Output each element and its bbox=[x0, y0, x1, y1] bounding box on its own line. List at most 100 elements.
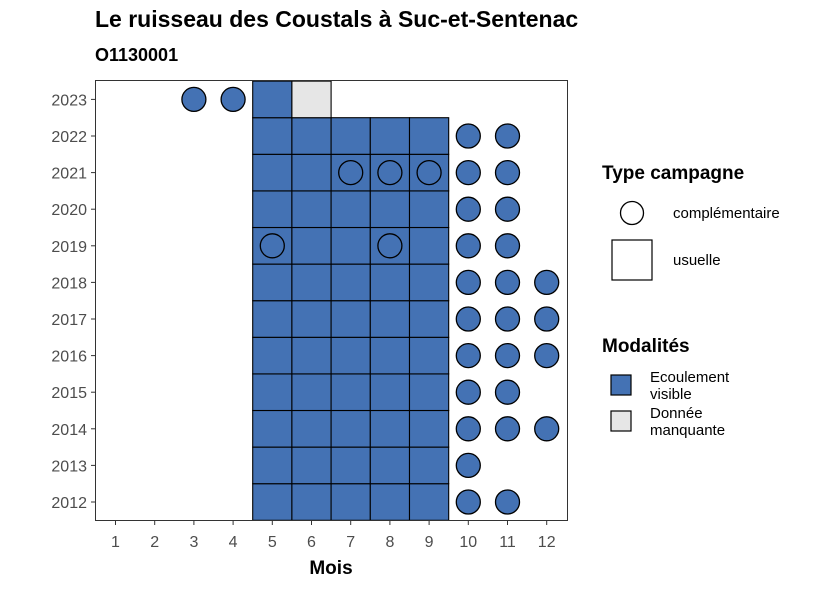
y-tick-label-2016: 2016 bbox=[51, 349, 87, 366]
y-tick-label-2018: 2018 bbox=[51, 275, 87, 292]
tile-2016-8 bbox=[369, 336, 411, 375]
legend-label-line: Donnée bbox=[650, 405, 703, 422]
tile-2013-9 bbox=[408, 446, 450, 485]
tile-2017-8 bbox=[369, 300, 411, 338]
tile-2016-5 bbox=[252, 336, 293, 375]
point-2014-12 bbox=[534, 416, 560, 442]
x-tick-label-4: 4 bbox=[229, 534, 238, 551]
tile-2017-9 bbox=[408, 300, 450, 338]
point-2012-10 bbox=[455, 489, 481, 515]
y-tick-label-2022: 2022 bbox=[51, 129, 87, 146]
tile-2020-5 bbox=[252, 190, 293, 229]
point-2018-12 bbox=[534, 269, 560, 296]
x-tick-label-2: 2 bbox=[150, 534, 159, 551]
tile-2018-9 bbox=[408, 263, 450, 302]
x-tick-label-10: 10 bbox=[459, 534, 477, 551]
tile-2016-6 bbox=[291, 336, 332, 375]
x-tick-label-5: 5 bbox=[268, 534, 277, 551]
point-2021-7 bbox=[338, 159, 364, 186]
tile-2012-8 bbox=[369, 483, 411, 521]
tile-2020-8 bbox=[369, 190, 411, 229]
tile-2022-7 bbox=[330, 117, 371, 155]
plot-panel-border bbox=[95, 80, 568, 521]
y-tick-label-2015: 2015 bbox=[51, 385, 87, 402]
legend-label-complementaire: complémentaire bbox=[673, 205, 780, 222]
legend-title-type-campagne: Type campagne bbox=[602, 163, 744, 184]
point-2020-10 bbox=[455, 196, 481, 222]
point-2020-11 bbox=[494, 196, 521, 222]
tile-2013-5 bbox=[252, 446, 293, 485]
tile-2022-9 bbox=[408, 117, 450, 155]
point-2022-10 bbox=[455, 123, 481, 149]
point-2023-3 bbox=[181, 86, 207, 113]
tile-2020-9 bbox=[408, 190, 450, 229]
tile-2014-5 bbox=[252, 409, 293, 448]
point-2014-11 bbox=[494, 416, 521, 442]
y-tick-label-2013: 2013 bbox=[51, 458, 87, 475]
point-2021-8 bbox=[377, 159, 403, 186]
x-axis: 1 2 3 4 5 6 7 8 9 10 11 12 bbox=[111, 521, 556, 551]
tile-2019-9 bbox=[408, 226, 450, 265]
tile-2019-6 bbox=[291, 226, 332, 265]
tile-2017-6 bbox=[291, 300, 332, 338]
chart-title: Le ruisseau des Coustals à Suc-et-Senten… bbox=[95, 6, 579, 32]
tile-2013-6 bbox=[291, 446, 332, 485]
legend-title-modalites: Modalités bbox=[602, 336, 690, 357]
point-2015-11 bbox=[494, 379, 521, 405]
x-tick-label-9: 9 bbox=[425, 534, 434, 551]
tile-2017-7 bbox=[330, 300, 371, 338]
x-axis-title: Mois bbox=[309, 558, 352, 579]
x-tick-label-8: 8 bbox=[385, 534, 394, 551]
point-2021-11 bbox=[494, 159, 521, 186]
x-tick-label-11: 11 bbox=[499, 534, 516, 551]
point-2021-10 bbox=[455, 159, 481, 186]
y-tick-label-2021: 2021 bbox=[51, 166, 87, 183]
point-2015-10 bbox=[455, 379, 481, 405]
y-tick-label-2023: 2023 bbox=[51, 92, 87, 109]
point-2022-11 bbox=[494, 123, 521, 149]
tile-2019-7 bbox=[330, 226, 371, 265]
tile-2015-5 bbox=[252, 373, 293, 412]
tile-2015-8 bbox=[369, 373, 411, 412]
point-2017-10 bbox=[455, 306, 481, 332]
tile-2021-5 bbox=[252, 153, 293, 192]
tile-2022-6 bbox=[291, 117, 332, 155]
y-tick-label-2020: 2020 bbox=[51, 202, 87, 219]
tile-2012-7 bbox=[330, 483, 371, 521]
tile-2015-7 bbox=[330, 373, 371, 412]
y-axis: 2012 2013 2014 2015 2016 2017 2018 2019 2020 2021… bbox=[51, 92, 95, 512]
legend-key-square bbox=[611, 239, 653, 281]
tile-2016-9 bbox=[408, 336, 450, 375]
legend: Type campagne complémentaire usuelle Modali… bbox=[602, 163, 780, 439]
tile-2012-6 bbox=[291, 483, 332, 521]
point-2019-8 bbox=[377, 233, 403, 259]
legend-key-donnee_manquante bbox=[610, 410, 632, 432]
point-2019-10 bbox=[455, 233, 481, 259]
y-tick-label-2019: 2019 bbox=[51, 239, 87, 256]
complementaire-points bbox=[181, 86, 560, 515]
tile-2012-5 bbox=[252, 483, 293, 521]
point-2014-10 bbox=[455, 416, 481, 442]
point-2013-10 bbox=[455, 452, 481, 479]
point-2021-9 bbox=[416, 159, 442, 186]
point-2017-11 bbox=[494, 306, 521, 332]
tile-2014-8 bbox=[369, 409, 411, 448]
point-2016-12 bbox=[534, 342, 560, 369]
legend-label-ecoulement_visible: Ecoulement visible bbox=[650, 369, 730, 403]
tile-2013-8 bbox=[369, 446, 411, 485]
point-2019-5 bbox=[259, 233, 285, 259]
x-tick-label-7: 7 bbox=[346, 534, 355, 551]
tile-2023-5 bbox=[252, 80, 293, 119]
tile-2018-6 bbox=[291, 263, 332, 302]
x-tick-label-12: 12 bbox=[538, 534, 556, 551]
tile-2022-5 bbox=[252, 117, 293, 155]
tile-2016-7 bbox=[330, 336, 371, 375]
tile-2018-5 bbox=[252, 263, 293, 302]
tile-2023-6 bbox=[291, 80, 332, 119]
tile-2014-7 bbox=[330, 409, 371, 448]
point-2016-11 bbox=[494, 342, 521, 369]
legend-label-usuelle: usuelle bbox=[673, 252, 721, 269]
tile-2022-8 bbox=[369, 117, 411, 155]
legend-label-line: Ecoulement bbox=[650, 369, 730, 386]
